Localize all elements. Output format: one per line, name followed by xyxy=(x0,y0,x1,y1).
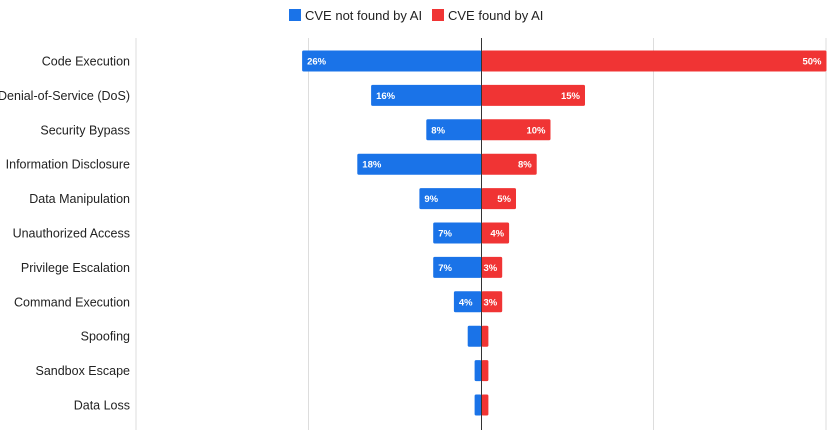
bar-group: 10% xyxy=(481,119,551,141)
bar-group xyxy=(474,394,482,416)
bar-group: 4% xyxy=(481,222,510,244)
legend-label: CVE not found by AI xyxy=(305,8,422,23)
data-label: 18% xyxy=(362,160,382,171)
bar-found xyxy=(481,325,489,347)
chart-legend: CVE not found by AI CVE found by AI xyxy=(289,8,543,23)
bar-group xyxy=(481,394,489,416)
data-label: 7% xyxy=(438,229,452,240)
bar-group: 3% xyxy=(481,256,503,278)
bar-found xyxy=(481,291,503,313)
category-label: Privilege Escalation xyxy=(21,261,130,275)
bar-group: 5% xyxy=(481,188,516,210)
legend-label: CVE found by AI xyxy=(448,8,543,23)
data-label: 4% xyxy=(490,229,504,240)
data-label: 26% xyxy=(307,57,327,68)
bar-group: 15% xyxy=(481,84,585,106)
bar-not-found xyxy=(474,360,482,382)
data-label: 50% xyxy=(802,57,822,68)
data-label: 3% xyxy=(483,263,497,274)
data-label: 7% xyxy=(438,263,452,274)
data-label: 15% xyxy=(561,91,581,102)
category-label: Unauthorized Access xyxy=(13,227,130,241)
category-label: Information Disclosure xyxy=(6,158,130,172)
bar-group: 7% xyxy=(433,222,482,244)
bar-group xyxy=(474,360,482,382)
data-label: 3% xyxy=(483,297,497,308)
bar-not-found xyxy=(419,188,482,210)
bar-not-found xyxy=(453,291,482,313)
legend-swatch xyxy=(432,9,444,21)
legend-swatch xyxy=(289,9,301,21)
bar-group xyxy=(481,325,489,347)
bar-found xyxy=(481,50,827,72)
bar-found xyxy=(481,84,585,106)
bar-group xyxy=(481,360,489,382)
bar-found xyxy=(481,360,489,382)
legend-item-1: CVE found by AI xyxy=(432,8,543,23)
bar-found xyxy=(481,153,537,175)
data-label: 8% xyxy=(518,160,532,171)
category-label: Command Execution xyxy=(14,295,130,309)
data-label: 9% xyxy=(424,194,438,205)
bar-group: 50% xyxy=(481,50,827,72)
data-label: 5% xyxy=(497,194,511,205)
bar-not-found xyxy=(467,325,482,347)
bar-group: 3% xyxy=(481,291,503,313)
category-label: Security Bypass xyxy=(40,123,130,137)
bar-group: 8% xyxy=(481,153,537,175)
data-label: 10% xyxy=(526,125,546,136)
bar-group: 4% xyxy=(453,291,482,313)
bar-found xyxy=(481,188,516,210)
category-label: Spoofing xyxy=(81,330,130,344)
data-label: 8% xyxy=(431,125,445,136)
bar-found xyxy=(481,256,503,278)
category-label: Denial-of-Service (DoS) xyxy=(0,89,130,103)
bar-group: 9% xyxy=(419,188,482,210)
bar-group: 26% xyxy=(302,50,482,72)
category-labels: Code Execution Denial-of-Service (DoS) Sec… xyxy=(0,55,130,413)
bar-not-found xyxy=(426,119,482,141)
bar-group xyxy=(467,325,482,347)
bar-not-found xyxy=(357,153,482,175)
category-label: Data Manipulation xyxy=(29,192,130,206)
bars: 26% 50% 16% 15% 8% 10% 18% 8% 9% 5% 7% 4% 7% 3% 4% 3% xyxy=(302,50,827,416)
bar-not-found xyxy=(433,222,482,244)
data-label: 4% xyxy=(459,297,473,308)
category-label: Data Loss xyxy=(74,399,130,413)
bar-found xyxy=(481,394,489,416)
category-label: Sandbox Escape xyxy=(35,364,130,378)
bar-group: 16% xyxy=(371,84,482,106)
bar-group: 18% xyxy=(357,153,482,175)
gridlines xyxy=(135,38,827,430)
legend-item-0: CVE not found by AI xyxy=(289,8,422,23)
category-label: Code Execution xyxy=(42,55,130,69)
bar-found xyxy=(481,119,551,141)
bar-group: 8% xyxy=(426,119,482,141)
data-label: 16% xyxy=(376,91,396,102)
bar-found xyxy=(481,222,510,244)
bar-group: 7% xyxy=(433,256,482,278)
bar-not-found xyxy=(474,394,482,416)
bar-not-found xyxy=(433,256,482,278)
bar-not-found xyxy=(371,84,482,106)
bar-not-found xyxy=(302,50,482,72)
